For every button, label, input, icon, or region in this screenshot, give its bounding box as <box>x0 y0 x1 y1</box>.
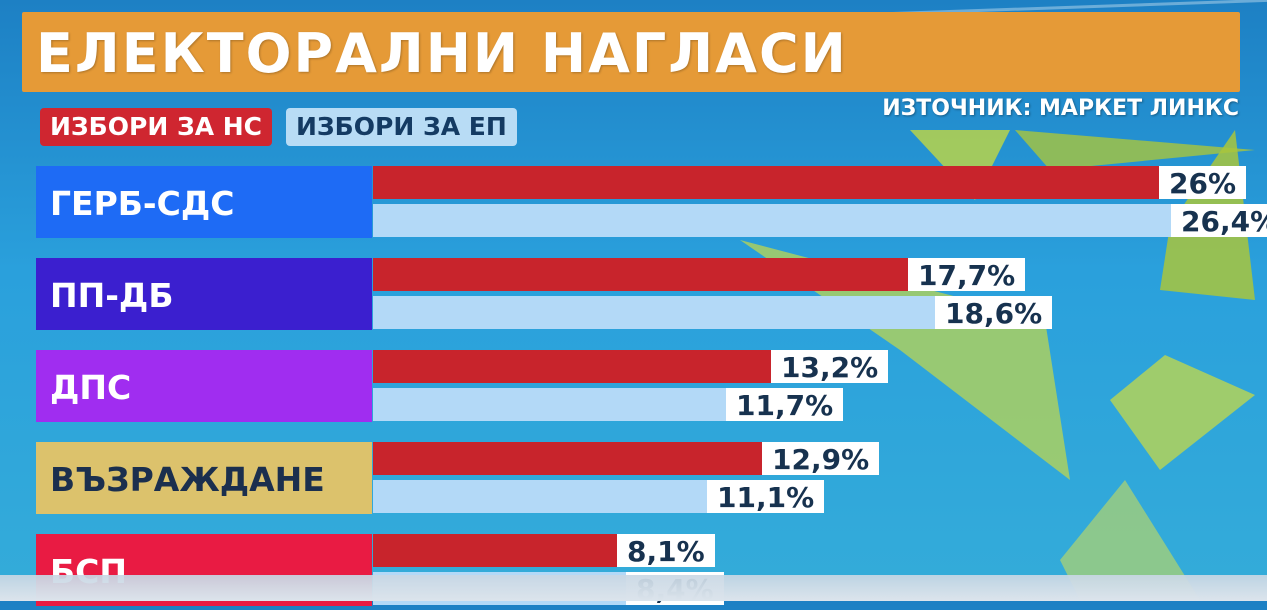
data-label: 11,1% <box>707 480 825 514</box>
bar-ep <box>373 204 1173 237</box>
party-label: ДПС <box>36 350 372 422</box>
data-label: 13,2% <box>771 350 889 384</box>
party-label: ВЪЗРАЖДАНЕ <box>36 442 372 514</box>
bar-ns <box>373 166 1161 199</box>
bar-ns <box>373 350 773 383</box>
legend-ep: ИЗБОРИ ЗА ЕП <box>286 108 517 146</box>
page-title: ЕЛЕКТОРАЛНИ НАГЛАСИ <box>36 22 848 85</box>
data-label: 18,6% <box>935 296 1053 330</box>
bar-ep <box>373 388 728 421</box>
data-label: 26,4% <box>1171 204 1267 238</box>
bar-ns <box>373 534 619 567</box>
title-bar <box>22 12 1240 92</box>
data-label: 17,7% <box>908 258 1026 292</box>
bar-ns <box>373 442 764 475</box>
bar-ep <box>373 480 709 513</box>
legend-ns: ИЗБОРИ ЗА НС <box>40 108 273 146</box>
source-label: ИЗТОЧНИК: МАРКЕТ ЛИНКС <box>882 96 1239 121</box>
data-label: 11,7% <box>726 388 844 422</box>
data-label: 8,1% <box>617 534 715 568</box>
bar-ep <box>373 296 937 329</box>
data-label: 26% <box>1159 166 1247 200</box>
data-label: 12,9% <box>762 442 880 476</box>
bar-ns <box>373 258 910 291</box>
party-label: ГЕРБ-СДС <box>36 166 372 238</box>
party-label: ПП-ДБ <box>36 258 372 330</box>
bottom-ticker-edge <box>0 575 1267 601</box>
